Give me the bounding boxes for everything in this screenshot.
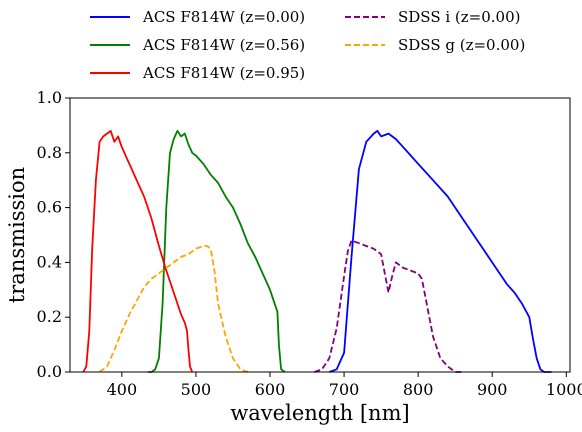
legend-label-2: ACS F814W (z=0.56) — [142, 36, 305, 54]
y-tick-label: 1.0 — [37, 88, 62, 107]
series-line-5 — [99, 245, 249, 373]
x-tick-label: 1000 — [546, 380, 582, 399]
ticks-layer: 400 500 600 700 800 900 1000 0.0 0.2 0.4 0.6 0.8 1.0 — [37, 88, 582, 399]
x-tick-label: 800 — [403, 380, 434, 399]
legend: ACS F814W (z=0.00) ACS F814W (z=0.56) ACS … — [90, 8, 525, 82]
series-line-3 — [82, 129, 194, 373]
y-tick-label: 0.0 — [37, 362, 62, 381]
series-line-4 — [314, 239, 463, 373]
series-line-2 — [147, 129, 286, 373]
x-tick-label: 400 — [107, 380, 138, 399]
legend-label-5: SDSS g (z=0.00) — [398, 36, 525, 54]
x-tick-label: 600 — [255, 380, 286, 399]
y-tick-label: 0.2 — [37, 307, 62, 326]
x-tick-label: 700 — [329, 380, 360, 399]
x-axis-label: wavelength [nm] — [230, 401, 409, 425]
series-line-1 — [328, 129, 552, 373]
y-tick-label: 0.8 — [37, 143, 62, 162]
plot-frame — [69, 97, 571, 373]
legend-label-1: ACS F814W (z=0.00) — [142, 8, 305, 26]
legend-label-4: SDSS i (z=0.00) — [398, 8, 521, 26]
y-axis-label: transmission — [5, 167, 29, 303]
y-tick-label: 0.6 — [37, 198, 62, 217]
legend-label-3: ACS F814W (z=0.95) — [142, 64, 305, 82]
y-tick-label: 0.4 — [37, 252, 62, 271]
x-tick-label: 900 — [477, 380, 508, 399]
x-tick-label: 500 — [181, 380, 212, 399]
series-layer — [82, 129, 552, 373]
